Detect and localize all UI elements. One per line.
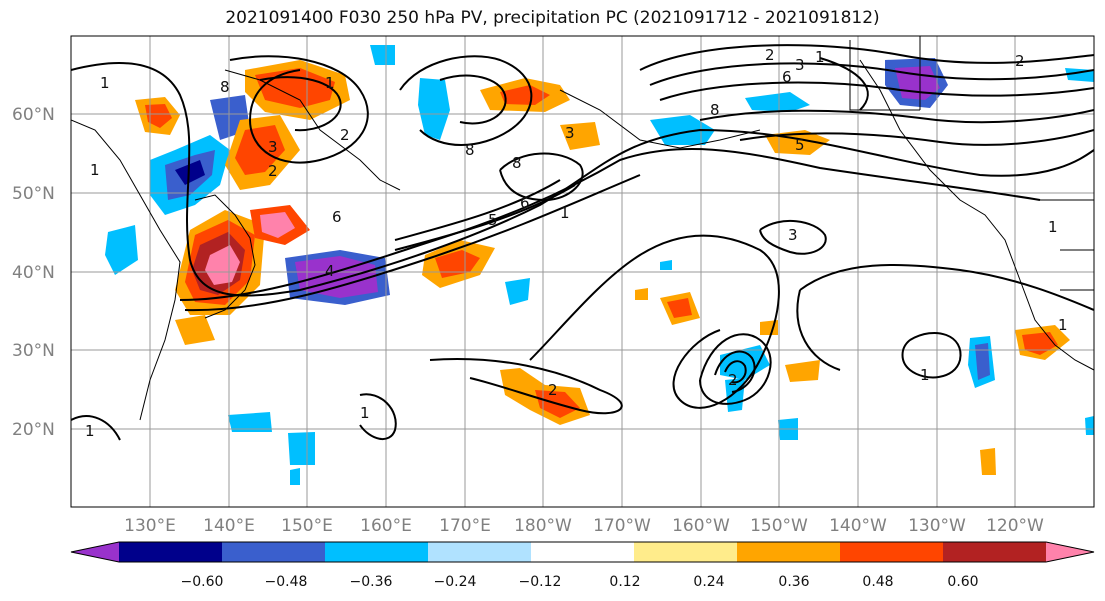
- lon-label: 150°E: [281, 516, 333, 536]
- precipitation-shading: [105, 45, 1094, 485]
- contour-label: 2: [765, 46, 775, 64]
- contour-label: 8: [512, 154, 522, 172]
- contour-label: 1: [325, 74, 335, 92]
- graticule: [71, 36, 1094, 507]
- contour-label: 1: [920, 366, 930, 384]
- lat-label: 30°N: [12, 341, 55, 361]
- longitude-labels: 130°E 140°E 150°E 160°E 170°E 180°W 170°…: [124, 516, 1044, 536]
- contour-label: 1: [815, 48, 825, 66]
- lon-label: 160°W: [672, 516, 730, 536]
- lon-label: 160°E: [360, 516, 412, 536]
- lat-label: 40°N: [12, 263, 55, 283]
- colorbar-tick-label: 0.60: [947, 574, 978, 590]
- contour-label: 6: [520, 194, 530, 212]
- contour-label: 2: [548, 381, 558, 399]
- contour-label: 8: [465, 141, 475, 159]
- colorbar: [70, 541, 1095, 563]
- colorbar-segment: [531, 542, 635, 562]
- map-frame: [70, 35, 1095, 508]
- colorbar-tick-label: −0.36: [350, 574, 393, 590]
- colorbar-labels: −0.60 −0.48 −0.36 −0.24 −0.12 0.12 0.24 …: [181, 574, 979, 590]
- contour-label: 1: [560, 204, 570, 222]
- colorbar-segment: [71, 542, 119, 562]
- map-title: 2021091400 F030 250 hPa PV, precipitatio…: [225, 8, 880, 28]
- contour-label: 8: [220, 78, 230, 96]
- lon-label: 130°E: [124, 516, 176, 536]
- contour-label: 4: [325, 262, 335, 280]
- colorbar-tick-label: −0.24: [434, 574, 477, 590]
- lon-label: 170°W: [593, 516, 651, 536]
- lon-label: 120°W: [986, 516, 1044, 536]
- contour-label: 6: [782, 68, 792, 86]
- colorbar-segment: [119, 542, 223, 562]
- colorbar-segment: [428, 542, 532, 562]
- contour-label: 2: [728, 371, 738, 389]
- colorbar-segment: [1046, 542, 1094, 562]
- colorbar-segment: [634, 542, 738, 562]
- colorbar-segment: [325, 542, 429, 562]
- contour-label: 2: [1015, 52, 1025, 70]
- colorbar-tick-label: −0.48: [265, 574, 308, 590]
- contour-label: 3: [268, 138, 278, 156]
- colorbar-tick-label: −0.12: [519, 574, 562, 590]
- colorbar-segment: [840, 542, 944, 562]
- contour-label: 1: [85, 422, 95, 440]
- contour-label: 2: [340, 126, 350, 144]
- lon-label: 180°W: [514, 516, 572, 536]
- lat-label: 50°N: [12, 184, 55, 204]
- colorbar-tick-label: 0.24: [693, 574, 724, 590]
- lon-label: 170°E: [439, 516, 491, 536]
- contour-label: 1: [90, 161, 100, 179]
- pv-contours: [71, 44, 1094, 441]
- latitude-labels: 60°N 50°N 40°N 30°N 20°N: [12, 105, 55, 440]
- contour-label: 3: [795, 56, 805, 74]
- contour-label: 1: [360, 404, 370, 422]
- colorbar-tick-label: 0.12: [609, 574, 640, 590]
- contour-label: 1: [1058, 316, 1068, 334]
- contour-label: 5: [795, 136, 805, 154]
- contour-label: 5: [488, 211, 498, 229]
- contour-label: 3: [788, 226, 798, 244]
- colorbar-segment: [222, 542, 326, 562]
- contour-label: 6: [332, 208, 342, 226]
- contour-label: 2: [268, 162, 278, 180]
- colorbar-tick-label: −0.60: [181, 574, 224, 590]
- contour-label: 1: [1048, 218, 1058, 236]
- lat-label: 20°N: [12, 420, 55, 440]
- contour-label: 8: [710, 101, 720, 119]
- colorbar-outline: [70, 541, 1095, 563]
- lon-label: 130°W: [908, 516, 966, 536]
- lon-label: 150°W: [750, 516, 808, 536]
- contour-label: 3: [565, 124, 575, 142]
- colorbar-tick-label: 0.48: [862, 574, 893, 590]
- contour-label: 1: [100, 74, 110, 92]
- colorbar-segment: [943, 542, 1047, 562]
- lat-label: 60°N: [12, 105, 55, 125]
- colorbar-tick-label: 0.36: [778, 574, 809, 590]
- contour-labels: 1 1 8 1 2 3 2 4 6 8 8 5 6 1 3 8 2 3 6 1 …: [85, 46, 1068, 440]
- colorbar-segment: [737, 542, 841, 562]
- lon-label: 140°W: [829, 516, 887, 536]
- lon-label: 140°E: [203, 516, 255, 536]
